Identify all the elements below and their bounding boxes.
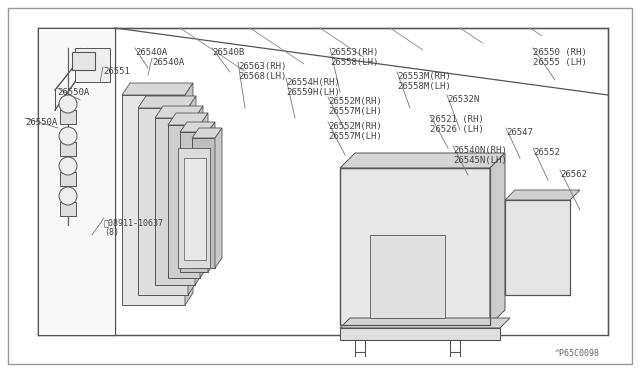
Text: 26540A: 26540A <box>135 48 167 57</box>
Polygon shape <box>340 153 505 168</box>
Text: 26550 (RH)
26555 (LH): 26550 (RH) 26555 (LH) <box>533 48 587 67</box>
Circle shape <box>59 127 77 145</box>
Polygon shape <box>370 235 445 318</box>
Polygon shape <box>72 52 95 70</box>
Circle shape <box>59 157 77 175</box>
Circle shape <box>59 187 77 205</box>
Polygon shape <box>340 168 490 325</box>
Text: 26563(RH)
26568(LH): 26563(RH) 26568(LH) <box>238 62 286 81</box>
Polygon shape <box>185 83 193 305</box>
Polygon shape <box>122 95 185 305</box>
Text: 26552M(RH)
26557M(LH): 26552M(RH) 26557M(LH) <box>328 97 381 116</box>
Polygon shape <box>490 153 505 325</box>
Text: 26540A: 26540A <box>152 58 184 67</box>
Text: 26540B: 26540B <box>212 48 244 57</box>
Circle shape <box>59 95 77 113</box>
Text: 26552M(RH)
26557M(LH): 26552M(RH) 26557M(LH) <box>328 122 381 141</box>
Polygon shape <box>192 138 215 268</box>
Polygon shape <box>505 200 570 295</box>
Polygon shape <box>178 148 210 268</box>
Text: ^P65C0098: ^P65C0098 <box>555 349 600 358</box>
Polygon shape <box>38 28 608 335</box>
Text: 26553(RH)
26558(LH): 26553(RH) 26558(LH) <box>330 48 378 67</box>
Polygon shape <box>168 125 200 278</box>
Polygon shape <box>505 190 580 200</box>
Polygon shape <box>188 96 196 295</box>
Polygon shape <box>60 202 76 216</box>
Polygon shape <box>215 128 222 268</box>
Text: 26547: 26547 <box>506 128 533 137</box>
Text: 26532N: 26532N <box>447 95 479 104</box>
Polygon shape <box>180 132 208 272</box>
Polygon shape <box>184 158 206 260</box>
Polygon shape <box>195 106 203 285</box>
Polygon shape <box>200 113 208 278</box>
Text: ⓝ08911-10637
(8): ⓝ08911-10637 (8) <box>104 218 164 237</box>
Polygon shape <box>138 108 188 295</box>
Text: 26562: 26562 <box>560 170 587 179</box>
Polygon shape <box>155 118 195 285</box>
Polygon shape <box>155 106 203 118</box>
Text: 26552: 26552 <box>533 148 560 157</box>
Text: 26551: 26551 <box>103 67 130 76</box>
Text: 26553M(RH)
26558M(LH): 26553M(RH) 26558M(LH) <box>397 72 451 92</box>
FancyBboxPatch shape <box>8 8 632 364</box>
Polygon shape <box>122 83 193 95</box>
Polygon shape <box>38 28 115 335</box>
Text: 26550A: 26550A <box>57 88 89 97</box>
Polygon shape <box>75 48 110 82</box>
Polygon shape <box>208 122 215 272</box>
Text: 26554H(RH)
26559H(LH): 26554H(RH) 26559H(LH) <box>286 78 340 97</box>
Polygon shape <box>340 318 510 328</box>
Polygon shape <box>60 110 76 124</box>
Text: 26540N(RH)
26545N(LH): 26540N(RH) 26545N(LH) <box>453 146 507 166</box>
Text: 26550A: 26550A <box>25 118 57 127</box>
Polygon shape <box>60 142 76 156</box>
Polygon shape <box>180 122 215 132</box>
Polygon shape <box>192 128 222 138</box>
Polygon shape <box>138 96 196 108</box>
Text: 26521 (RH)
26526 (LH): 26521 (RH) 26526 (LH) <box>430 115 484 134</box>
Polygon shape <box>340 328 500 340</box>
Polygon shape <box>168 113 208 125</box>
Polygon shape <box>60 172 76 186</box>
